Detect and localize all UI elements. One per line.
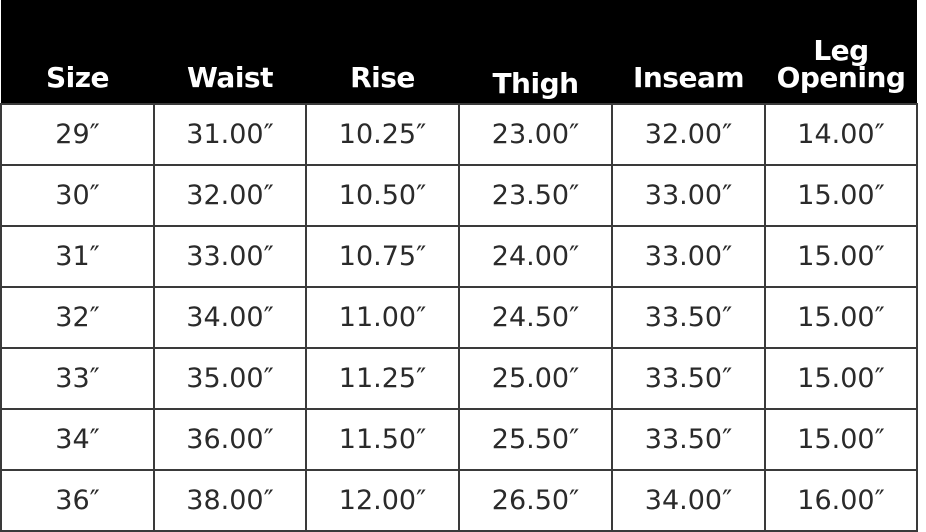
cell-waist: 34.00″ bbox=[153, 286, 307, 349]
cell-size: 33″ bbox=[0, 347, 155, 410]
cell-inseam: 33.50″ bbox=[611, 408, 766, 471]
cell-leg-opening: 14.00″ bbox=[764, 103, 918, 166]
cell-thigh: 26.50″ bbox=[458, 469, 613, 532]
cell-waist: 31.00″ bbox=[153, 103, 307, 166]
cell-leg-opening: 15.00″ bbox=[764, 225, 918, 288]
cell-rise: 12.00″ bbox=[305, 469, 460, 532]
header-leg-line1: Leg bbox=[813, 34, 869, 67]
cell-rise: 10.25″ bbox=[305, 103, 460, 166]
cell-size: 32″ bbox=[0, 286, 155, 349]
cell-size: 31″ bbox=[0, 225, 155, 288]
cell-thigh: 25.50″ bbox=[458, 408, 613, 471]
header-thigh: Thigh bbox=[459, 0, 612, 104]
header-size: Size bbox=[1, 0, 154, 104]
header-rise: Rise bbox=[306, 0, 459, 104]
cell-waist: 33.00″ bbox=[153, 225, 307, 288]
cell-waist: 36.00″ bbox=[153, 408, 307, 471]
cell-inseam: 34.00″ bbox=[611, 469, 766, 532]
header-leg-opening: Leg Opening bbox=[765, 0, 917, 104]
cell-leg-opening: 15.00″ bbox=[764, 347, 918, 410]
cell-rise: 11.00″ bbox=[305, 286, 460, 349]
table-row: 36″ 38.00″ 12.00″ 26.50″ 34.00″ 16.00″ bbox=[0, 469, 918, 532]
cell-inseam: 33.50″ bbox=[611, 286, 766, 349]
header-leg-line2: Opening bbox=[776, 61, 906, 94]
table-row: 34″ 36.00″ 11.50″ 25.50″ 33.50″ 15.00″ bbox=[0, 408, 918, 471]
cell-inseam: 33.00″ bbox=[611, 225, 766, 288]
cell-leg-opening: 15.00″ bbox=[764, 164, 918, 227]
cell-thigh: 23.00″ bbox=[458, 103, 613, 166]
cell-size: 36″ bbox=[0, 469, 155, 532]
cell-inseam: 32.00″ bbox=[611, 103, 766, 166]
header-inseam: Inseam bbox=[612, 0, 765, 104]
cell-size: 29″ bbox=[0, 103, 155, 166]
table-row: 29″ 31.00″ 10.25″ 23.00″ 32.00″ 14.00″ bbox=[0, 103, 918, 166]
cell-leg-opening: 16.00″ bbox=[764, 469, 918, 532]
cell-size: 34″ bbox=[0, 408, 155, 471]
table-row: 30″ 32.00″ 10.50″ 23.50″ 33.00″ 15.00″ bbox=[0, 164, 918, 227]
table-row: 31″ 33.00″ 10.75″ 24.00″ 33.00″ 15.00″ bbox=[0, 225, 918, 288]
table-row: 33″ 35.00″ 11.25″ 25.00″ 33.50″ 15.00″ bbox=[0, 347, 918, 410]
cell-rise: 10.50″ bbox=[305, 164, 460, 227]
cell-rise: 10.75″ bbox=[305, 225, 460, 288]
cell-rise: 11.25″ bbox=[305, 347, 460, 410]
cell-thigh: 25.00″ bbox=[458, 347, 613, 410]
cell-waist: 38.00″ bbox=[153, 469, 307, 532]
cell-waist: 35.00″ bbox=[153, 347, 307, 410]
cell-inseam: 33.00″ bbox=[611, 164, 766, 227]
cell-leg-opening: 15.00″ bbox=[764, 286, 918, 349]
header-row: Size Waist Rise Thigh Inseam Leg Opening bbox=[1, 0, 917, 104]
cell-rise: 11.50″ bbox=[305, 408, 460, 471]
cell-size: 30″ bbox=[0, 164, 155, 227]
cell-thigh: 24.50″ bbox=[458, 286, 613, 349]
header-thigh-label: Thigh bbox=[492, 67, 579, 100]
cell-leg-opening: 15.00″ bbox=[764, 408, 918, 471]
header-waist: Waist bbox=[154, 0, 306, 104]
cell-thigh: 23.50″ bbox=[458, 164, 613, 227]
cell-waist: 32.00″ bbox=[153, 164, 307, 227]
table-row: 32″ 34.00″ 11.00″ 24.50″ 33.50″ 15.00″ bbox=[0, 286, 918, 349]
cell-inseam: 33.50″ bbox=[611, 347, 766, 410]
cell-thigh: 24.00″ bbox=[458, 225, 613, 288]
